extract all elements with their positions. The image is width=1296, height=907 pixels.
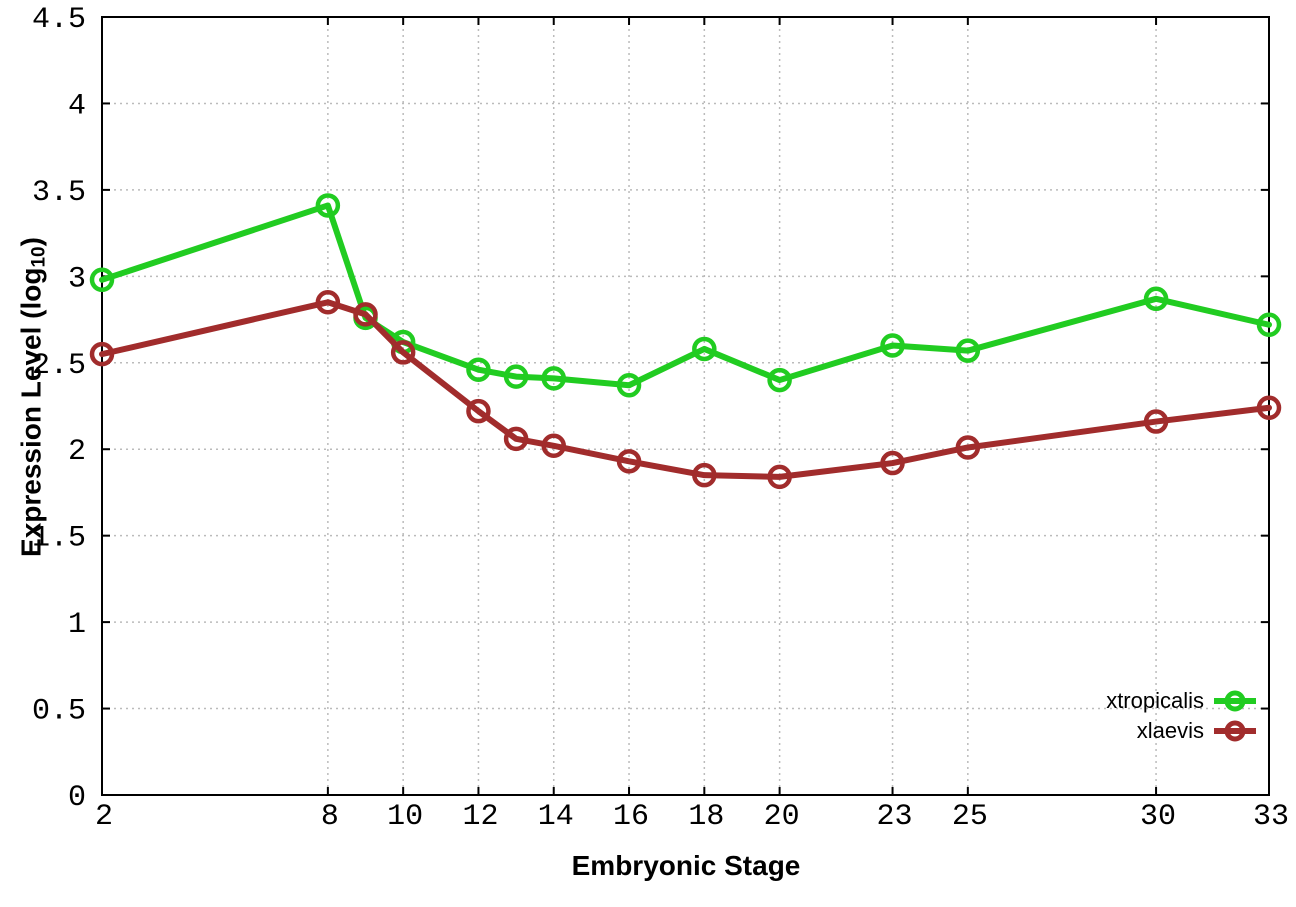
x-tick-label: 16 bbox=[613, 800, 649, 834]
y-tick-label: 2 bbox=[68, 435, 86, 469]
x-tick-label: 23 bbox=[877, 800, 913, 834]
data-point-marker bbox=[880, 333, 905, 358]
data-point-marker bbox=[767, 367, 792, 393]
data-point-marker bbox=[955, 435, 981, 460]
y-tick-label: 0.5 bbox=[32, 695, 86, 729]
y-tick-label: 0 bbox=[68, 781, 86, 815]
x-tick-label: 12 bbox=[462, 800, 498, 834]
data-point-marker bbox=[1256, 395, 1282, 420]
y-tick-label: 4.5 bbox=[32, 3, 86, 37]
y-axis-label-subscript: 10 bbox=[28, 246, 50, 268]
legend-label-xtropicalis: xtropicalis bbox=[1106, 688, 1204, 713]
y-tick-label: 3.5 bbox=[32, 176, 86, 210]
data-point-marker bbox=[466, 357, 491, 382]
legend-item-xlaevis: xlaevis bbox=[1137, 716, 1256, 746]
x-tick-label: 2 bbox=[95, 800, 113, 834]
data-point-marker bbox=[503, 426, 529, 452]
plot-border bbox=[101, 16, 1270, 796]
axis-ticks bbox=[101, 16, 1270, 796]
x-tick-label: 20 bbox=[764, 800, 800, 834]
data-point-marker bbox=[390, 340, 416, 365]
x-axis-label: Embryonic Stage bbox=[571, 850, 801, 881]
data-point-marker bbox=[880, 450, 905, 476]
legend-item-xtropicalis: xtropicalis bbox=[1106, 686, 1256, 716]
data-point-marker bbox=[616, 449, 642, 474]
y-tick-labels: 0 0.5 1 1.5 2 2.5 3 3.5 4 4.5 bbox=[32, 3, 86, 815]
legend-label-xlaevis: xlaevis bbox=[1136, 718, 1204, 743]
x-tick-label: 10 bbox=[387, 800, 423, 834]
x-tick-label: 18 bbox=[688, 800, 724, 834]
x-tick-label: 8 bbox=[321, 800, 339, 834]
y-axis-label-text: Expression Level (log bbox=[15, 267, 47, 557]
y-tick-label: 1.5 bbox=[32, 522, 86, 556]
data-point-marker bbox=[541, 433, 566, 459]
data-point-marker bbox=[767, 464, 792, 490]
x-tick-label: 25 bbox=[952, 800, 988, 834]
series-line bbox=[99, 299, 1272, 480]
line-circle-marker-icon bbox=[1214, 690, 1256, 712]
series-xlaevis bbox=[89, 290, 1282, 490]
line-circle-marker-icon bbox=[1214, 720, 1256, 742]
data-point-marker bbox=[955, 338, 981, 363]
series-line bbox=[99, 202, 1272, 389]
x-tick-label: 33 bbox=[1253, 800, 1289, 834]
data-point-marker bbox=[692, 462, 717, 488]
y-axis-label: Expression Level (log10) bbox=[15, 237, 50, 557]
data-point-marker bbox=[315, 193, 341, 218]
y-tick-label: 2.5 bbox=[32, 349, 86, 383]
x-tick-label: 30 bbox=[1140, 800, 1176, 834]
y-tick-label: 1 bbox=[68, 608, 86, 642]
series-xtropicalis bbox=[89, 193, 1282, 398]
data-point-marker bbox=[315, 290, 341, 315]
data-point-marker bbox=[89, 267, 115, 293]
data-point-marker bbox=[692, 336, 717, 362]
x-tick-label: 14 bbox=[538, 800, 574, 834]
data-point-marker bbox=[616, 373, 642, 398]
y-axis-label-close: ) bbox=[15, 237, 47, 247]
grid-lines bbox=[102, 17, 1269, 795]
y-tick-label: 4 bbox=[68, 89, 86, 123]
data-point-marker bbox=[541, 366, 566, 391]
data-point-marker bbox=[1256, 312, 1282, 337]
data-point-marker bbox=[466, 398, 491, 424]
x-tick-labels: 2 8 10 12 14 16 18 20 23 25 30 33 bbox=[95, 800, 1289, 834]
data-point-marker bbox=[1143, 286, 1169, 312]
data-point-marker bbox=[1143, 409, 1169, 434]
data-point-marker bbox=[503, 364, 529, 389]
y-tick-label: 3 bbox=[68, 262, 86, 296]
legend: xtropicalis xlaevis bbox=[1106, 686, 1256, 746]
data-point-marker bbox=[353, 302, 378, 327]
data-point-marker bbox=[89, 341, 115, 367]
